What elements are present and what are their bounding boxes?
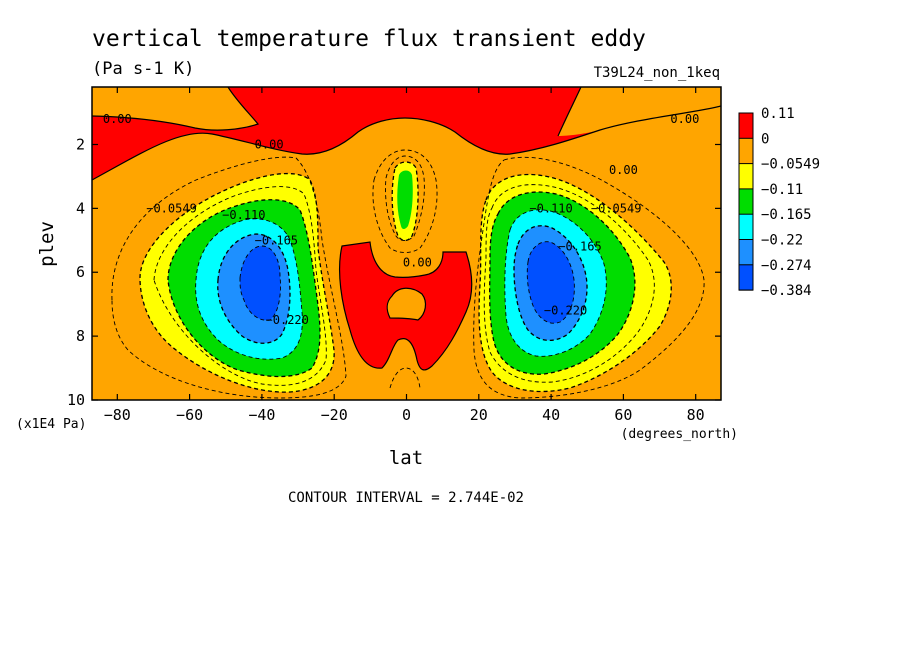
contour-line-dashed-yellow-left <box>139 172 335 393</box>
x-axis-title: lat <box>389 447 423 469</box>
contour-label: −0.220 <box>544 304 587 318</box>
x-tick-label: −40 <box>248 406 275 424</box>
contour-label: −0.220 <box>266 313 309 327</box>
x-tick-label: 40 <box>542 406 560 424</box>
colorbar-label: 0 <box>761 131 769 147</box>
fill-orange-pocket-right <box>558 87 721 136</box>
colorbar-swatch <box>739 188 753 215</box>
contour-label: −0.0549 <box>146 201 197 215</box>
contour-line-zero-left-pocket <box>92 87 260 131</box>
colorbar-label: −0.165 <box>761 207 812 223</box>
fill-darkblue-right <box>527 241 575 324</box>
contour-label: −0.110 <box>529 201 572 215</box>
chart-units: (Pa s-1 K) <box>92 59 194 79</box>
fill-darkblue-left <box>240 246 281 321</box>
chart-title: vertical temperature flux transient eddy <box>92 26 646 52</box>
fill-red-upper <box>92 87 721 180</box>
y-tick-label: 10 <box>67 391 85 409</box>
x-axis: −80 −60 −40 −20 0 20 40 60 80 <box>104 87 705 424</box>
contour-line-dashed-green-right <box>489 191 636 375</box>
colorbar-swatch <box>739 239 753 265</box>
contour-interval: CONTOUR INTERVAL = 2.744E-02 <box>288 490 524 506</box>
colorbar-swatch <box>739 163 753 189</box>
y-axis-unit: (x1E4 Pa) <box>16 417 86 432</box>
y-tick-label: 4 <box>76 199 85 217</box>
contour-line-dashed-bottom-center <box>389 367 421 389</box>
contour-label: −0.165 <box>558 240 601 254</box>
run-id: T39L24_non_1keq <box>594 65 720 81</box>
fill-orange-pocket-left <box>92 87 258 131</box>
contour-line-layer <box>92 87 721 399</box>
contour-label: 0.00 <box>609 163 638 177</box>
x-tick-label: −20 <box>321 406 348 424</box>
contour-line-dashed-darkblue-left <box>239 245 281 321</box>
contour-line-dashed-cyan-left <box>195 218 303 360</box>
contour-line-dashed-tongue-yellow <box>391 161 419 242</box>
colorbar-swatch <box>739 113 753 139</box>
contour-label: 0.00 <box>403 256 432 270</box>
fill-green-tongue <box>397 170 413 229</box>
colorbar-label: −0.22 <box>761 233 803 249</box>
x-axis-unit: (degrees_north) <box>621 427 738 442</box>
colorbar-swatch <box>739 214 753 240</box>
y-axis-title: plev <box>36 221 58 267</box>
contour-label: −0.0549 <box>591 201 642 215</box>
contour-line-dashed-tongue-mid <box>385 155 425 241</box>
contour-line-dashed-outer-right <box>473 156 705 399</box>
x-tick-label: −60 <box>176 406 203 424</box>
contour-fill-layer <box>92 87 721 400</box>
contour-line-dashed-mid-right <box>483 184 655 383</box>
contour-line-zero-upper <box>92 105 721 181</box>
x-tick-label: 80 <box>687 406 705 424</box>
colorbar-label: −0.384 <box>761 283 812 299</box>
contour-line-dashed-tongue-outer <box>372 149 438 253</box>
x-tick-label: 20 <box>470 406 488 424</box>
colorbar-label: 0.11 <box>761 106 795 122</box>
colorbar-label: −0.11 <box>761 182 803 198</box>
contour-label: −0.110 <box>222 208 265 222</box>
colorbar: 0.11 0 −0.0549 −0.11 −0.165 −0.22 −0.274 −0.384 <box>738 106 820 299</box>
contour-line-dashed-mid-left <box>153 186 327 386</box>
colorbar-swatch <box>739 138 753 164</box>
contour-line-dashed-cyan-right <box>504 209 607 357</box>
y-tick-label: 6 <box>76 263 85 281</box>
fill-orange-center-hole <box>387 288 426 320</box>
contour-line-dashed-green-left <box>167 199 321 378</box>
contour-line-dashed-outer-left <box>111 156 347 399</box>
colorbar-label: −0.274 <box>761 258 812 274</box>
contour-label: −0.165 <box>255 233 298 247</box>
x-tick-label: 60 <box>614 406 632 424</box>
contour-line-dashed-darkblue-right <box>526 241 575 324</box>
y-axis: 2 4 6 8 10 <box>67 135 721 409</box>
colorbar-swatch <box>739 264 753 291</box>
y-tick-label: 8 <box>76 327 85 345</box>
contour-label: 0.00 <box>670 112 699 126</box>
contour-line-dashed-blue-right <box>513 225 588 341</box>
colorbar-label: −0.0549 <box>761 157 820 173</box>
y-tick-label: 2 <box>76 135 85 153</box>
x-tick-label: −80 <box>104 406 131 424</box>
contour-line-dashed-yellow-right <box>478 173 672 393</box>
contour-line-zero-center <box>338 241 473 371</box>
contour-line-dashed-blue-left <box>217 233 291 344</box>
x-tick-label: 0 <box>402 406 411 424</box>
contour-line-zero-right-pocket <box>557 87 582 137</box>
contour-line-zero-center-hole <box>386 287 427 321</box>
contour-label: 0.00 <box>103 112 132 126</box>
contour-label: 0.00 <box>255 137 284 151</box>
contour-label-layer: 0.00 0.00 0.00 0.00 0.00 −0.0549 −0.0549 −0.110… <box>103 112 699 327</box>
